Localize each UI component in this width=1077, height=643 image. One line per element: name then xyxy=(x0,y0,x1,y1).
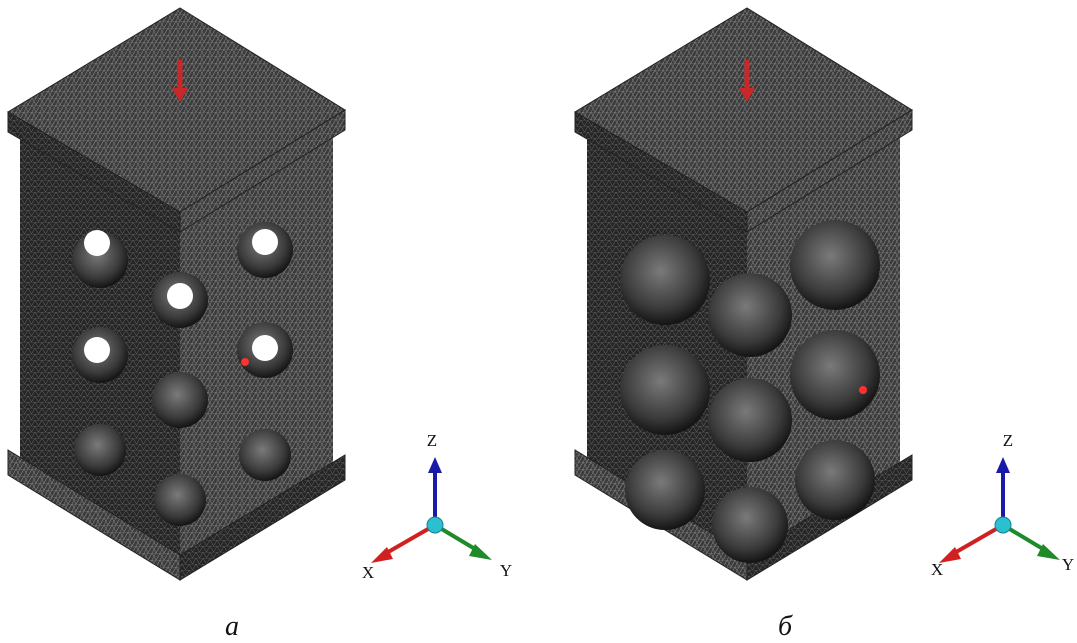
axis-y: Y xyxy=(1062,555,1074,574)
panel-b: Z X Y б xyxy=(575,8,1074,642)
axis-x: X xyxy=(931,560,943,579)
probe-point xyxy=(241,358,249,366)
axis-z: Z xyxy=(427,431,437,450)
axis-y: Y xyxy=(500,561,512,580)
panel-label: а xyxy=(225,611,239,642)
page: Z X Y а Z X Y б (() => { const data = JS… xyxy=(0,0,1077,643)
axis-triad xyxy=(371,457,492,563)
probe-point xyxy=(859,386,867,394)
axis-triad xyxy=(939,457,1060,563)
figure: Z X Y а Z X Y б xyxy=(0,0,1077,643)
axis-x: X xyxy=(362,563,374,582)
axis-z: Z xyxy=(1003,431,1013,450)
panel-a: Z X Y а xyxy=(8,8,512,642)
panel-label: б xyxy=(778,611,793,642)
